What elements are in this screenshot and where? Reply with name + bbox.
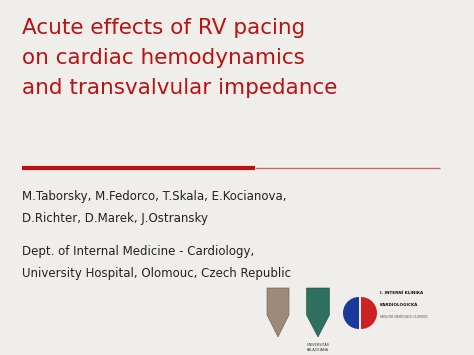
Text: D.Richter, D.Marek, J.Ostransky: D.Richter, D.Marek, J.Ostransky bbox=[22, 212, 208, 225]
Text: M.Taborsky, M.Fedorco, T.Skala, E.Kocianova,: M.Taborsky, M.Fedorco, T.Skala, E.Kocian… bbox=[22, 190, 286, 203]
Text: FAKULTNÍ NEMOCNICE OLOMOUC: FAKULTNÍ NEMOCNICE OLOMOUC bbox=[380, 315, 428, 319]
Text: and transvalvular impedance: and transvalvular impedance bbox=[22, 78, 337, 98]
Text: I. INTERNÍ KLINIKA: I. INTERNÍ KLINIKA bbox=[380, 291, 423, 295]
Text: on cardiac hemodynamics: on cardiac hemodynamics bbox=[22, 48, 305, 68]
Polygon shape bbox=[307, 288, 329, 337]
Text: Dept. of Internal Medicine - Cardiology,: Dept. of Internal Medicine - Cardiology, bbox=[22, 245, 254, 258]
Wedge shape bbox=[343, 297, 359, 329]
Text: Acute effects of RV pacing: Acute effects of RV pacing bbox=[22, 18, 305, 38]
Polygon shape bbox=[267, 288, 289, 337]
Wedge shape bbox=[361, 297, 377, 329]
Text: University Hospital, Olomouc, Czech Republic: University Hospital, Olomouc, Czech Repu… bbox=[22, 267, 291, 280]
Text: KARDIOLOGICKÁ: KARDIOLOGICKÁ bbox=[380, 303, 419, 307]
Text: UNIVERSITAS
PALACKIANA: UNIVERSITAS PALACKIANA bbox=[307, 343, 329, 351]
